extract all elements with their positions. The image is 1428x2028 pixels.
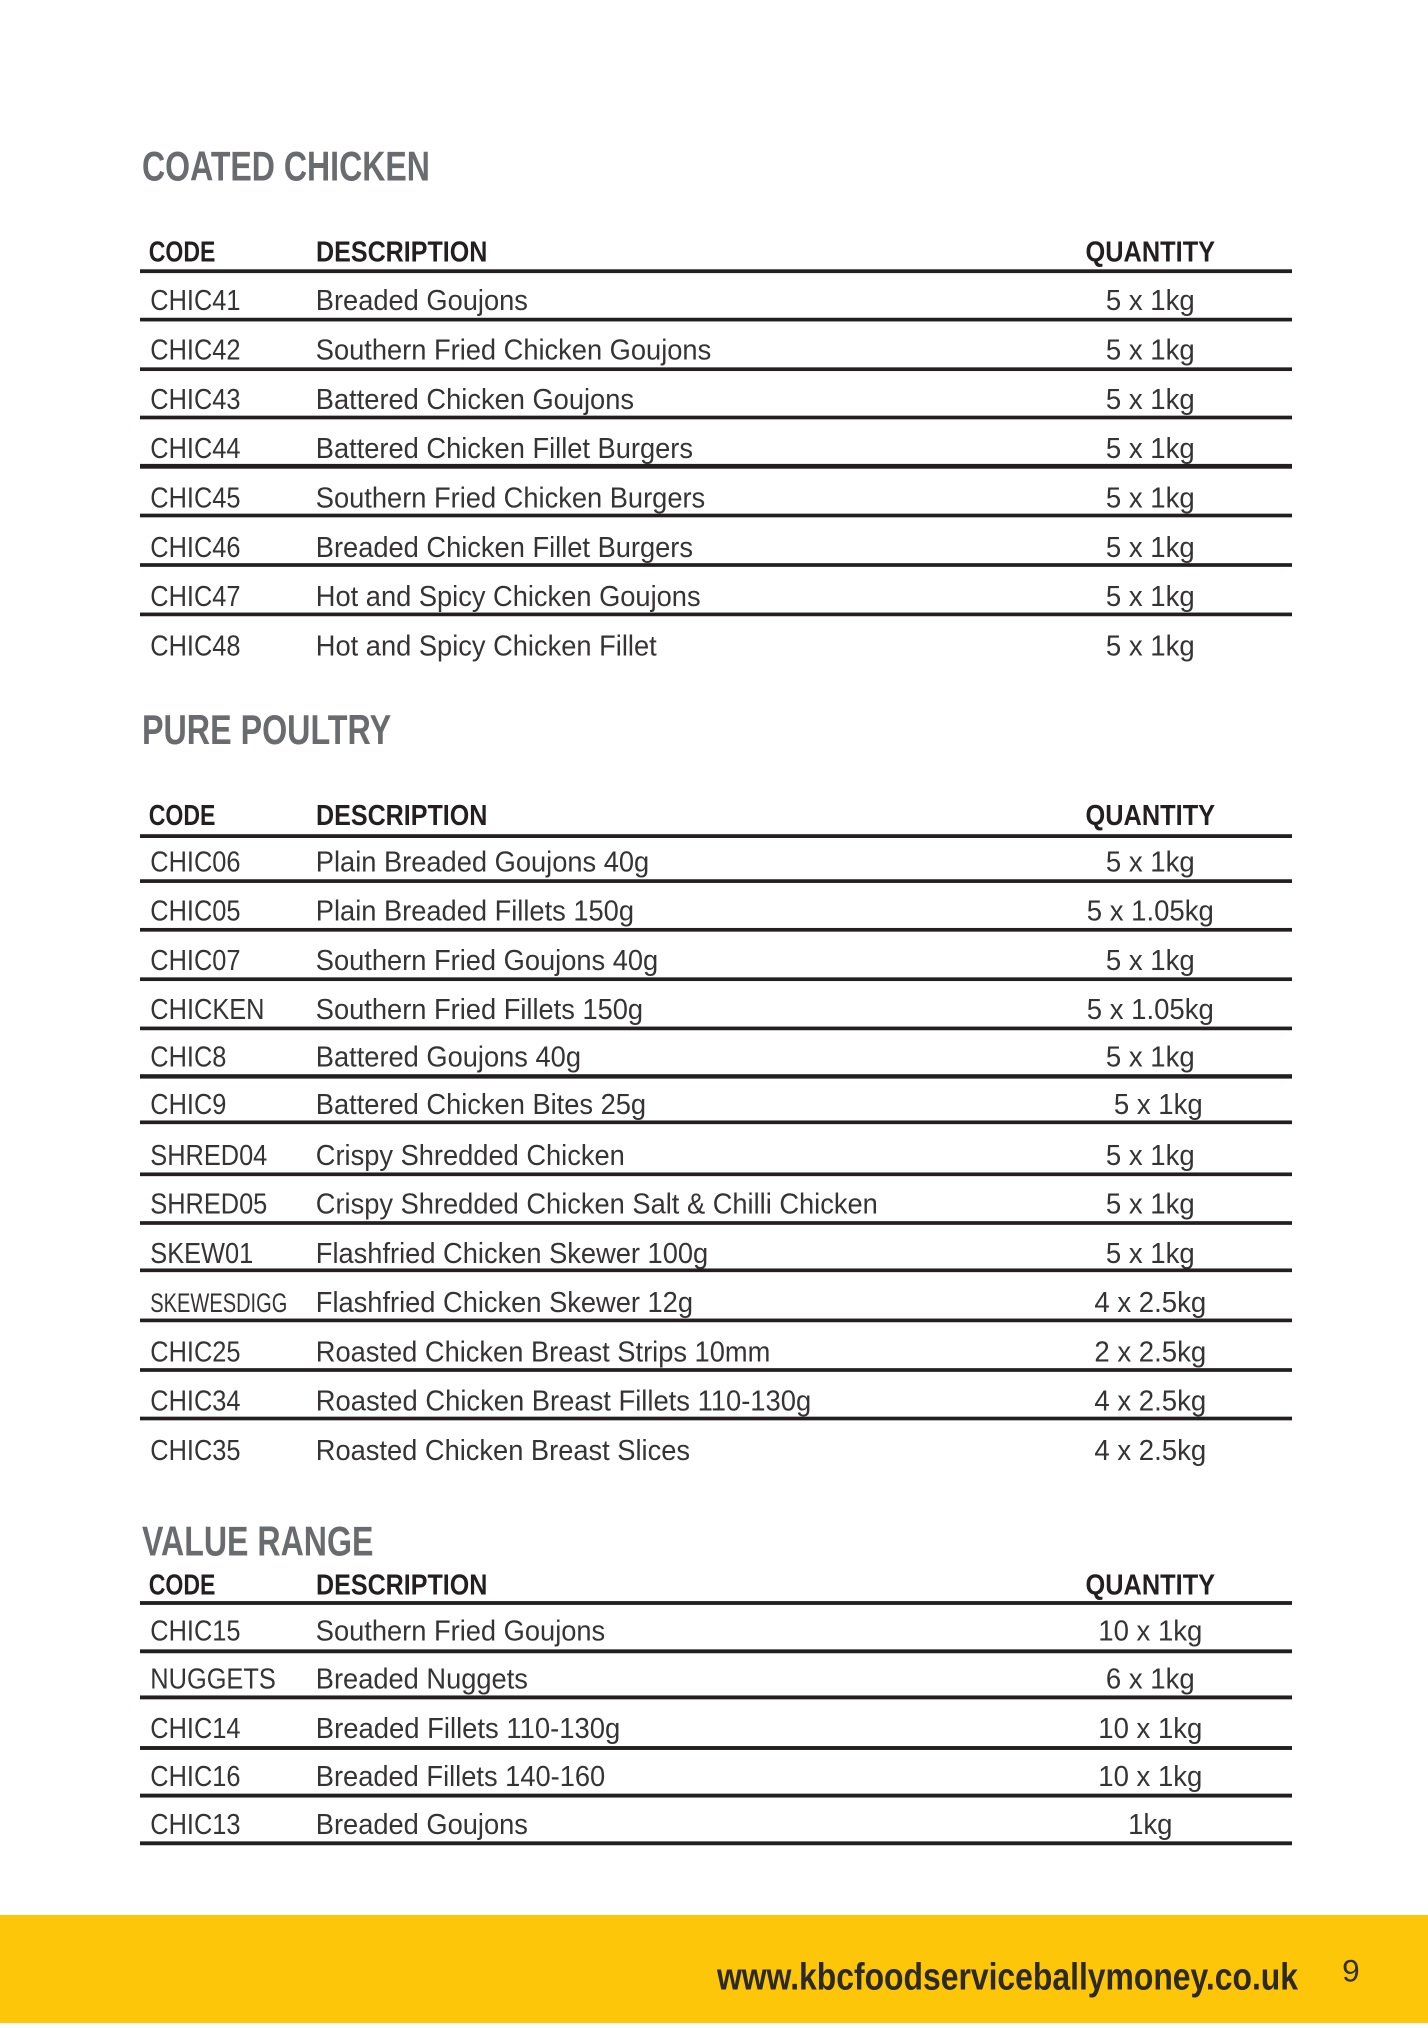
svg-text:1kg: 1kg (1128, 1809, 1172, 1841)
svg-text:CHIC16: CHIC16 (150, 1761, 240, 1793)
svg-text:4 x 2.5kg: 4 x 2.5kg (1094, 1435, 1206, 1467)
svg-text:QUANTITY: QUANTITY (1086, 237, 1216, 269)
svg-text:DESCRIPTION: DESCRIPTION (316, 1570, 487, 1602)
svg-text:5 x 1.05kg: 5 x 1.05kg (1087, 896, 1214, 928)
svg-text:CODE: CODE (149, 800, 216, 832)
svg-text:CHIC46: CHIC46 (150, 532, 240, 564)
svg-text:CHIC44: CHIC44 (150, 433, 240, 465)
svg-text:Breaded Fillets 140-160: Breaded Fillets 140-160 (316, 1761, 605, 1793)
svg-text:CHIC42: CHIC42 (150, 335, 240, 367)
svg-text:Crispy Shredded Chicken: Crispy Shredded Chicken (316, 1140, 625, 1172)
svg-text:PURE POULTRY: PURE POULTRY (142, 706, 391, 753)
svg-text:COATED CHICKEN: COATED CHICKEN (142, 143, 430, 190)
svg-text:5 x 1kg: 5 x 1kg (1106, 482, 1195, 514)
svg-text:5 x 1kg: 5 x 1kg (1106, 847, 1195, 879)
svg-text:Breaded Chicken Fillet Burgers: Breaded Chicken Fillet Burgers (316, 532, 693, 564)
svg-text:5 x 1kg: 5 x 1kg (1106, 1188, 1195, 1220)
svg-text:CHIC35: CHIC35 (150, 1435, 240, 1467)
svg-text:QUANTITY: QUANTITY (1086, 1570, 1216, 1602)
svg-text:5 x 1kg: 5 x 1kg (1106, 532, 1195, 564)
svg-text:CHIC48: CHIC48 (150, 630, 240, 662)
svg-text:CHIC13: CHIC13 (150, 1809, 240, 1841)
svg-text:10 x 1kg: 10 x 1kg (1098, 1713, 1202, 1745)
svg-text:5 x 1kg: 5 x 1kg (1106, 1140, 1195, 1172)
svg-text:NUGGETS: NUGGETS (150, 1664, 275, 1696)
svg-text:Breaded Fillets 110-130g: Breaded Fillets 110-130g (316, 1713, 621, 1745)
svg-text:Battered Chicken Bites 25g: Battered Chicken Bites 25g (316, 1089, 646, 1121)
svg-text:SKEW01: SKEW01 (150, 1238, 253, 1270)
svg-text:5 x 1kg: 5 x 1kg (1106, 285, 1195, 317)
svg-text:6 x 1kg: 6 x 1kg (1106, 1664, 1195, 1696)
svg-text:9: 9 (1342, 1953, 1360, 1989)
svg-text:CHIC34: CHIC34 (150, 1386, 240, 1418)
svg-text:Breaded Goujons: Breaded Goujons (316, 285, 528, 317)
svg-text:Breaded Goujons: Breaded Goujons (316, 1809, 528, 1841)
svg-text:5 x 1.05kg: 5 x 1.05kg (1087, 994, 1214, 1026)
svg-text:Battered Chicken Fillet Burger: Battered Chicken Fillet Burgers (316, 433, 693, 465)
svg-text:10 x 1kg: 10 x 1kg (1098, 1761, 1202, 1793)
svg-text:CHIC41: CHIC41 (150, 285, 240, 317)
svg-text:Roasted Chicken Breast Fillets: Roasted Chicken Breast Fillets 110-130g (316, 1386, 811, 1418)
svg-text:5 x 1kg: 5 x 1kg (1106, 581, 1195, 613)
svg-text:5 x 1kg: 5 x 1kg (1106, 945, 1195, 977)
svg-text:10 x 1kg: 10 x 1kg (1098, 1615, 1202, 1647)
svg-text:CHIC06: CHIC06 (150, 847, 240, 879)
svg-text:Breaded Nuggets: Breaded Nuggets (316, 1664, 528, 1696)
svg-text:5 x 1kg: 5 x 1kg (1106, 630, 1195, 662)
svg-text:CHIC8: CHIC8 (150, 1042, 226, 1074)
svg-text:CHICKEN: CHICKEN (150, 994, 264, 1026)
svg-text:Hot and Spicy Chicken Fillet: Hot and Spicy Chicken Fillet (316, 630, 657, 662)
svg-text:Roasted Chicken Breast Slices: Roasted Chicken Breast Slices (316, 1435, 690, 1467)
svg-text:Battered Chicken Goujons: Battered Chicken Goujons (316, 384, 634, 416)
svg-text:5 x 1kg: 5 x 1kg (1106, 1238, 1195, 1270)
svg-text:Plain Breaded Goujons 40g: Plain Breaded Goujons 40g (316, 847, 649, 879)
svg-text:SHRED04: SHRED04 (150, 1140, 267, 1172)
svg-text:Flashfried Chicken Skewer 100g: Flashfried Chicken Skewer 100g (316, 1238, 708, 1270)
svg-text:CHIC43: CHIC43 (150, 384, 240, 416)
svg-text:CHIC45: CHIC45 (150, 482, 240, 514)
svg-text:DESCRIPTION: DESCRIPTION (316, 800, 487, 832)
svg-text:CHIC14: CHIC14 (150, 1713, 240, 1745)
svg-text:Roasted Chicken Breast Strips: Roasted Chicken Breast Strips 10mm (316, 1336, 771, 1368)
svg-text:5 x 1kg: 5 x 1kg (1106, 1042, 1195, 1074)
svg-text:Southern Fried Chicken Burgers: Southern Fried Chicken Burgers (316, 482, 705, 514)
svg-text:CHIC07: CHIC07 (150, 945, 240, 977)
svg-text:Southern Fried Goujons 40g: Southern Fried Goujons 40g (316, 945, 658, 977)
svg-text:SKEWESDIGG: SKEWESDIGG (150, 1288, 287, 1318)
svg-text:Battered Goujons 40g: Battered Goujons 40g (316, 1042, 581, 1074)
svg-text:Southern Fried Chicken Goujons: Southern Fried Chicken Goujons (316, 335, 711, 367)
svg-text:5 x 1kg: 5 x 1kg (1114, 1089, 1203, 1121)
svg-text:2 x 2.5kg: 2 x 2.5kg (1094, 1336, 1206, 1368)
svg-text:CHIC9: CHIC9 (150, 1089, 226, 1121)
svg-text:www.kbcfoodserviceballymoney.c: www.kbcfoodserviceballymoney.co.uk (716, 1957, 1299, 1999)
svg-text:Southern Fried Goujons: Southern Fried Goujons (316, 1615, 605, 1647)
svg-text:DESCRIPTION: DESCRIPTION (316, 237, 487, 269)
svg-text:CHIC25: CHIC25 (150, 1336, 240, 1368)
svg-text:Plain Breaded Fillets 150g: Plain Breaded Fillets 150g (316, 896, 634, 928)
svg-text:CHIC05: CHIC05 (150, 896, 240, 928)
svg-text:QUANTITY: QUANTITY (1086, 800, 1216, 832)
svg-text:5 x 1kg: 5 x 1kg (1106, 384, 1195, 416)
svg-text:5 x 1kg: 5 x 1kg (1106, 335, 1195, 367)
svg-text:4 x 2.5kg: 4 x 2.5kg (1094, 1287, 1206, 1319)
svg-text:Crispy Shredded Chicken Salt &: Crispy Shredded Chicken Salt & Chilli Ch… (316, 1188, 878, 1220)
svg-text:Southern Fried Fillets 150g: Southern Fried Fillets 150g (316, 994, 643, 1026)
svg-text:Flashfried Chicken Skewer 12g: Flashfried Chicken Skewer 12g (316, 1287, 693, 1319)
svg-text:CHIC47: CHIC47 (150, 581, 240, 613)
svg-text:CODE: CODE (149, 237, 216, 269)
svg-text:Hot and Spicy Chicken Goujons: Hot and Spicy Chicken Goujons (316, 581, 701, 613)
svg-text:5 x 1kg: 5 x 1kg (1106, 433, 1195, 465)
svg-text:CODE: CODE (149, 1570, 216, 1602)
svg-text:CHIC15: CHIC15 (150, 1615, 240, 1647)
svg-text:VALUE RANGE: VALUE RANGE (142, 1518, 373, 1565)
svg-text:4 x 2.5kg: 4 x 2.5kg (1094, 1386, 1206, 1418)
svg-text:SHRED05: SHRED05 (150, 1188, 267, 1220)
